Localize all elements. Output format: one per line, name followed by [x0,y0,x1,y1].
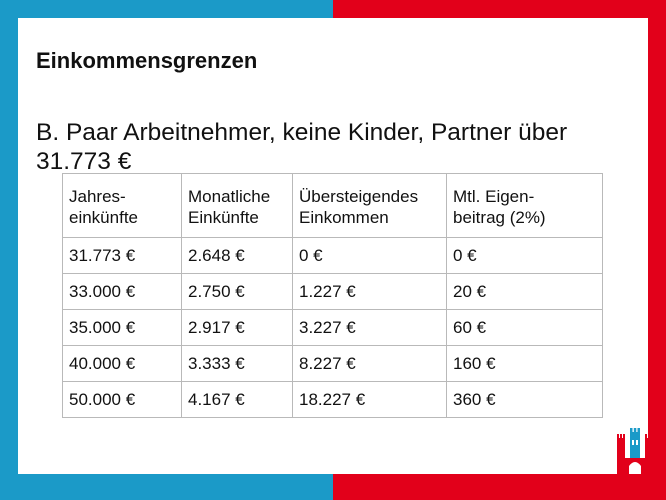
table-cell: 18.227 € [292,381,447,418]
table-cell: 0 € [292,237,447,274]
table-cell: 1.227 € [292,273,447,310]
table-cell: 4.167 € [181,381,293,418]
header-line: einkünfte [69,207,138,227]
table-row: 35.000 € 2.917 € 3.227 € 60 € [62,309,603,346]
table-cell: 0 € [446,237,603,274]
header-line: Jahres- [69,186,126,206]
table-cell: 8.227 € [292,345,447,382]
income-table: Jahres-einkünfte Monatliche Einkünfte Übe… [62,173,603,418]
header-line: Einkünfte [188,207,259,227]
slide-canvas: Einkommensgrenzen B. Paar Arbeitnehmer, … [18,18,653,474]
header-monthly-contribution: Mtl. Eigen-beitrag (2%) [446,173,603,238]
table-cell: 2.750 € [181,273,293,310]
header-line: Monatliche [188,186,271,206]
table-cell: 360 € [446,381,603,418]
header-excess-income: Übersteigendes Einkommen [292,173,447,238]
table-row: 31.773 € 2.648 € 0 € 0 € [62,237,603,274]
table-cell: 2.917 € [181,309,293,346]
table-cell: 3.333 € [181,345,293,382]
hamburg-castle-logo-icon [617,428,653,474]
table-row: 40.000 € 3.333 € 8.227 € 160 € [62,345,603,382]
table-cell: 40.000 € [62,345,182,382]
slide-title: Einkommensgrenzen [36,48,258,73]
table-cell: 31.773 € [62,237,182,274]
header-annual-income: Jahres-einkünfte [62,173,182,238]
table-row: 50.000 € 4.167 € 18.227 € 360 € [62,381,603,418]
header-line: beitrag (2%) [453,207,546,227]
table-cell: 160 € [446,345,603,382]
slide-subtitle: B. Paar Arbeitnehmer, keine Kinder, Part… [36,119,568,175]
table-cell: 60 € [446,309,603,346]
table-row: 33.000 € 2.750 € 1.227 € 20 € [62,273,603,310]
header-line: Mtl. Eigen- [453,186,535,206]
table-cell: 2.648 € [181,237,293,274]
table-cell: 3.227 € [292,309,447,346]
table-cell: 20 € [446,273,603,310]
table-header-row: Jahres-einkünfte Monatliche Einkünfte Übe… [62,173,603,238]
header-line: Übersteigendes [299,186,419,206]
table-cell: 33.000 € [62,273,182,310]
table-cell: 35.000 € [62,309,182,346]
header-line: Einkommen [299,207,389,227]
header-monthly-income: Monatliche Einkünfte [181,173,293,238]
table-cell: 50.000 € [62,381,182,418]
